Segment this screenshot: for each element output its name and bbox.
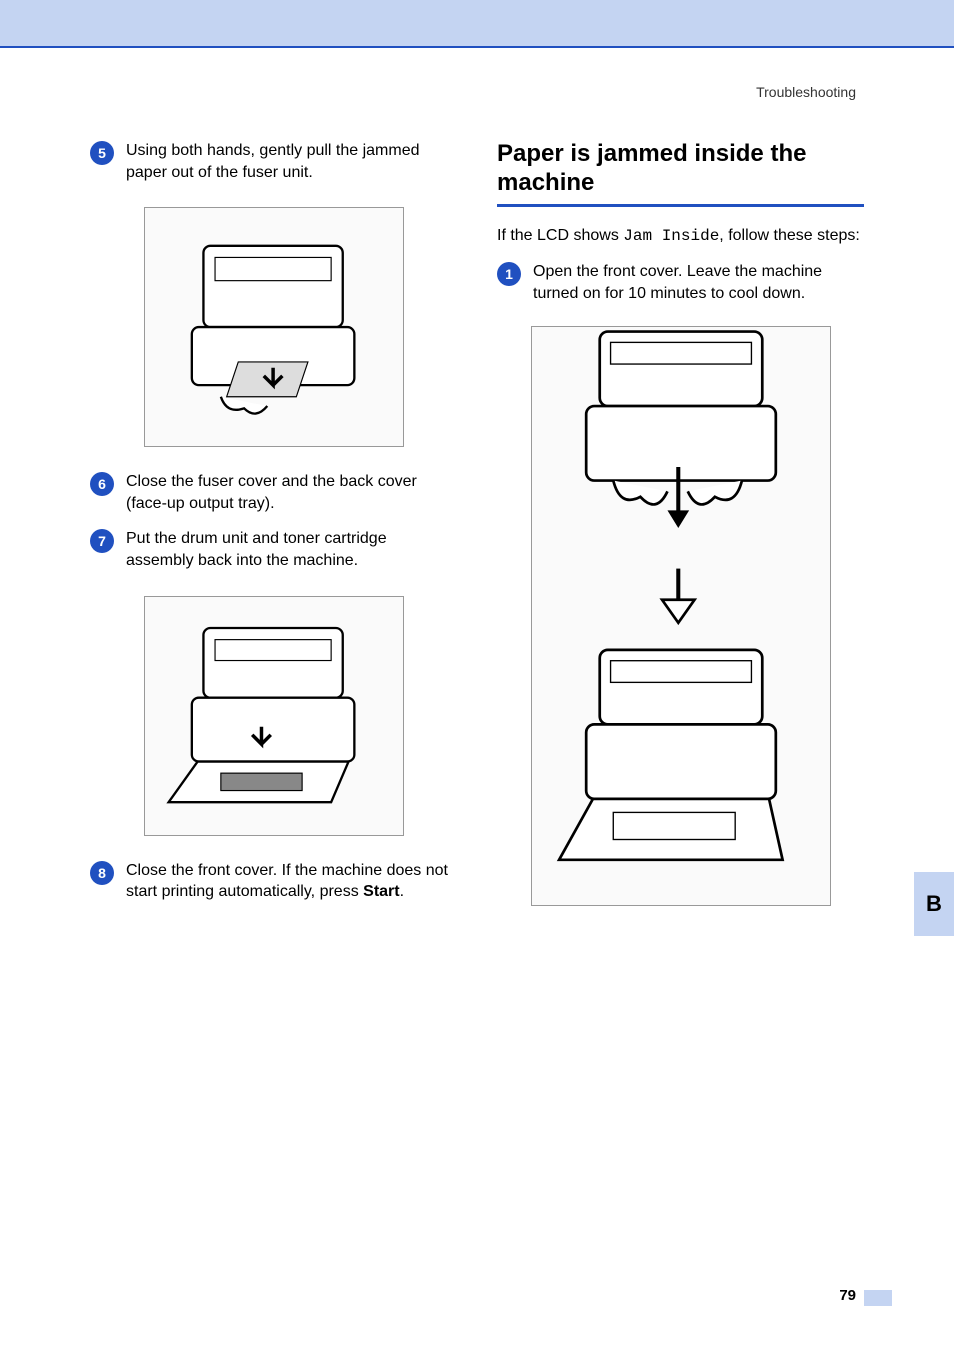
header-section-label: Troubleshooting (756, 84, 856, 100)
page-number-bar (864, 1290, 892, 1306)
step-6: 6 Close the fuser cover and the back cov… (90, 471, 457, 514)
step-1: 1 Open the front cover. Leave the machin… (497, 261, 864, 304)
left-column: 5 Using both hands, gently pull the jamm… (90, 140, 457, 1268)
intro-mono: Jam Inside (623, 227, 719, 245)
step8-suffix: . (400, 883, 404, 900)
section-title: Paper is jammed inside the machine (497, 140, 864, 198)
printer-illustration-icon (532, 318, 830, 914)
step-text-8: Close the front cover. If the machine do… (126, 860, 457, 903)
step-badge-6: 6 (90, 472, 114, 496)
step-5: 5 Using both hands, gently pull the jamm… (90, 140, 457, 183)
printer-illustration-icon (157, 220, 389, 434)
step-badge-5: 5 (90, 141, 114, 165)
step-badge-7: 7 (90, 529, 114, 553)
step-7: 7 Put the drum unit and toner cartridge … (90, 528, 457, 571)
right-column: Paper is jammed inside the machine If th… (497, 140, 864, 1268)
step-badge-1: 1 (497, 262, 521, 286)
step-8: 8 Close the front cover. If the machine … (90, 860, 457, 903)
intro-text: If the LCD shows Jam Inside, follow thes… (497, 225, 864, 248)
step-text-1: Open the front cover. Leave the machine … (533, 261, 864, 304)
header-rule (0, 46, 954, 48)
header-band (0, 0, 954, 46)
step-text-6: Close the fuser cover and the back cover… (126, 471, 457, 514)
printer-illustration-icon (157, 608, 389, 822)
page-number: 79 (839, 1287, 856, 1304)
content-columns: 5 Using both hands, gently pull the jamm… (90, 140, 864, 1268)
section-rule (497, 204, 864, 207)
intro-prefix: If the LCD shows (497, 227, 623, 244)
step-badge-8: 8 (90, 861, 114, 885)
figure-open-front-cover (531, 326, 831, 906)
figure-fuser-pull (144, 207, 404, 447)
intro-suffix: , follow these steps: (719, 227, 860, 244)
step8-bold: Start (363, 883, 399, 900)
side-tab: B (914, 872, 954, 936)
figure-drum-insert (144, 596, 404, 836)
step-text-7: Put the drum unit and toner cartridge as… (126, 528, 457, 571)
step-text-5: Using both hands, gently pull the jammed… (126, 140, 457, 183)
